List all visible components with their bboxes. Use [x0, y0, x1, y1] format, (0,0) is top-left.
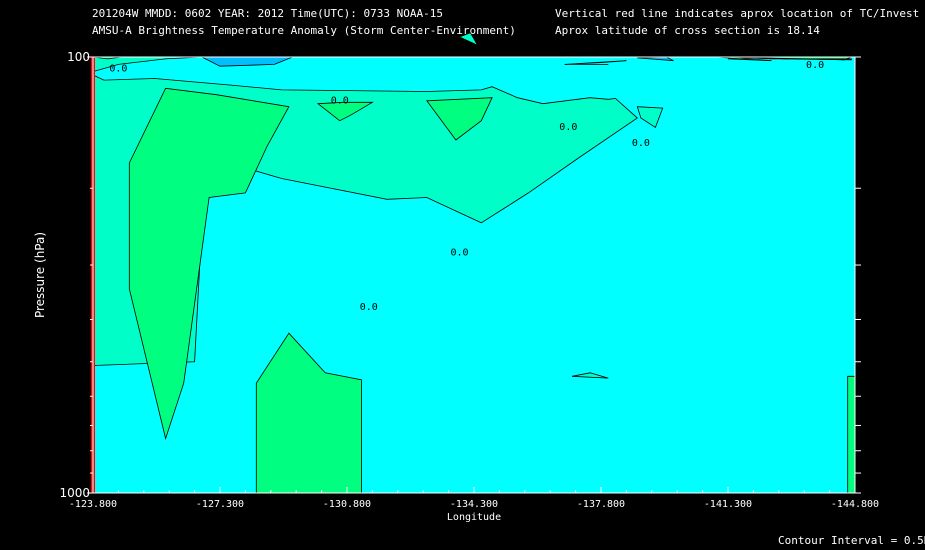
contour-interval-note: Contour Interval = 0.5K: [778, 534, 925, 547]
contour-label: 0.0: [806, 60, 824, 71]
contour-region-2: [571, 372, 609, 379]
x-tick-label: -130.800: [323, 499, 371, 510]
contour-label: 0.0: [331, 96, 349, 107]
y-tick-label: 1000: [59, 486, 90, 500]
contour-label: 0.0: [632, 138, 650, 149]
x-tick-label: -141.300: [704, 499, 752, 510]
y-axis-ticks: 100 1000: [59, 50, 861, 500]
contour-label: 0.0: [360, 302, 378, 313]
contour-label: 0.0: [450, 247, 468, 258]
contour-region-18: [782, 58, 852, 61]
contour-region-15: [564, 60, 627, 65]
x-axis-label: Longitude: [447, 512, 501, 523]
contour-region-1: [636, 106, 664, 129]
y-axis-label: Pressure (hPa): [33, 232, 47, 318]
contour-label: 0.0: [109, 64, 127, 75]
x-tick-label: -137.800: [577, 499, 625, 510]
contour-regions: [92, 32, 856, 494]
contour-region-16: [727, 56, 790, 60]
header-line-1-right: Vertical red line indicates aprox locati…: [555, 7, 920, 20]
x-tick-label: -123.800: [69, 499, 117, 510]
contour-region-3: [458, 32, 479, 47]
contour-region-12: [847, 375, 856, 494]
y-tick-label: 100: [67, 50, 90, 64]
x-axis-ticks: -123.800 -127.300 -130.800 -134.300 -137.800…: [69, 487, 879, 510]
header-line-2-left: AMSU-A Brightness Temperature Anomaly (S…: [92, 24, 516, 37]
contour-region-7: [316, 101, 374, 122]
contour-region-8: [426, 97, 493, 141]
contour-label: 0.0: [559, 122, 577, 133]
header-line-1-left: 201204W MMDD: 0602 YEAR: 2012 Time(UTC):…: [92, 7, 443, 20]
contour-region-6: [128, 87, 290, 440]
header-line-2-right: Aprox latitude of cross section is 18.14: [555, 24, 820, 37]
x-tick-label: -144.800: [831, 499, 879, 510]
contour-labels: 0.0 0.0 0.0 0.0 0.0 0.0 0.0: [109, 60, 824, 313]
contour-region-14: [727, 58, 772, 62]
x-tick-label: -134.300: [450, 499, 498, 510]
x-tick-label: -127.300: [196, 499, 244, 510]
